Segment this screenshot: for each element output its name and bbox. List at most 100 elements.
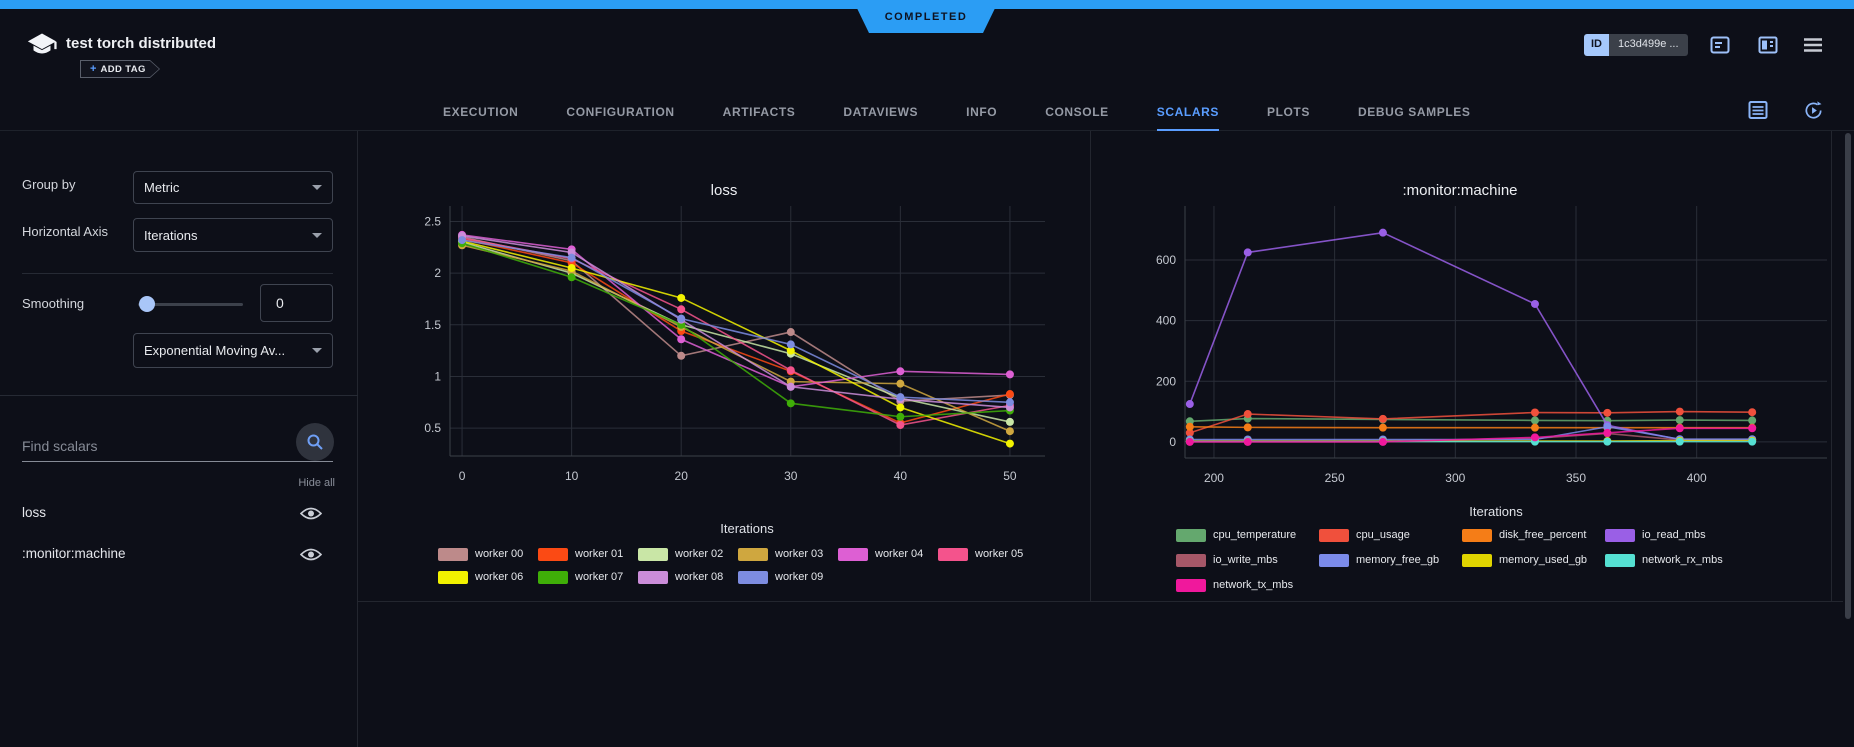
data-point[interactable] (896, 367, 905, 376)
legend-item-io_read_mbs[interactable]: io_read_mbs (1605, 528, 1748, 542)
legend-item-worker-07[interactable]: worker 07 (538, 570, 638, 584)
legend-item-memory_free_gb[interactable]: memory_free_gb (1319, 553, 1462, 567)
experiment-id-chip[interactable]: ID 1c3d499e ... (1584, 34, 1688, 56)
legend-item-worker-06[interactable]: worker 06 (438, 570, 538, 584)
data-point[interactable] (1748, 424, 1757, 433)
legend-item-worker-05[interactable]: worker 05 (938, 547, 1038, 561)
legend-item-network_tx_mbs[interactable]: network_tx_mbs (1176, 578, 1319, 592)
tab-artifacts[interactable]: ARTIFACTS (722, 105, 796, 119)
data-point[interactable] (786, 340, 795, 349)
data-point[interactable] (567, 253, 576, 262)
legend-item-worker-09[interactable]: worker 09 (738, 570, 838, 584)
tab-configuration[interactable]: CONFIGURATION (566, 105, 675, 119)
tab-dataviews[interactable]: DATAVIEWS (843, 105, 919, 119)
smoothing-method-select[interactable]: Exponential Moving Av... (133, 333, 333, 368)
data-point[interactable] (1675, 416, 1684, 425)
legend-item-worker-04[interactable]: worker 04 (838, 547, 938, 561)
legend-item-cpu_temperature[interactable]: cpu_temperature (1176, 528, 1319, 542)
metrics-table-icon[interactable] (1748, 100, 1768, 120)
data-point[interactable] (1603, 428, 1612, 437)
tab-info[interactable]: INFO (966, 105, 998, 119)
data-point[interactable] (1005, 398, 1014, 407)
smoothing-slider-handle[interactable] (139, 296, 155, 312)
search-button[interactable] (296, 423, 334, 461)
data-point[interactable] (677, 335, 686, 344)
auto-refresh-icon[interactable] (1803, 100, 1824, 121)
data-point[interactable] (1005, 390, 1014, 399)
data-point[interactable] (896, 412, 905, 421)
legend-item-disk_free_percent[interactable]: disk_free_percent (1462, 528, 1605, 542)
find-scalars-input[interactable] (22, 430, 333, 462)
data-point[interactable] (1603, 408, 1612, 417)
tab-scalars[interactable]: SCALARS (1156, 97, 1219, 131)
data-point[interactable] (1530, 416, 1539, 425)
data-point[interactable] (786, 346, 795, 355)
data-point[interactable] (786, 399, 795, 408)
data-point[interactable] (896, 403, 905, 412)
data-point[interactable] (1378, 228, 1387, 237)
tab-debug-samples[interactable]: DEBUG SAMPLES (1357, 105, 1471, 119)
data-point[interactable] (1675, 437, 1684, 446)
data-point[interactable] (1378, 414, 1387, 423)
legend-item-memory_used_gb[interactable]: memory_used_gb (1462, 553, 1605, 567)
data-point[interactable] (1005, 370, 1014, 379)
data-point[interactable] (567, 273, 576, 282)
group-by-select[interactable]: Metric (133, 171, 333, 204)
data-point[interactable] (1185, 437, 1194, 446)
hide-all-link[interactable]: Hide all (298, 477, 335, 489)
visibility-eye-icon[interactable] (300, 506, 322, 521)
data-point[interactable] (786, 382, 795, 391)
data-point[interactable] (1243, 410, 1252, 419)
legend-item-worker-01[interactable]: worker 01 (538, 547, 638, 561)
data-point[interactable] (896, 393, 905, 402)
data-point[interactable] (677, 293, 686, 302)
tab-execution[interactable]: EXECUTION (443, 105, 519, 119)
data-point[interactable] (1243, 437, 1252, 446)
data-point[interactable] (1748, 408, 1757, 417)
smoothing-slider-track[interactable] (138, 303, 243, 306)
data-point[interactable] (1378, 423, 1387, 432)
data-point[interactable] (1005, 417, 1014, 426)
horizontal-axis-select[interactable]: Iterations (133, 218, 333, 252)
visibility-eye-icon[interactable] (300, 547, 322, 562)
data-point[interactable] (1748, 437, 1757, 446)
data-point[interactable] (677, 314, 686, 323)
legend-item-worker-00[interactable]: worker 00 (438, 547, 538, 561)
legend-item-worker-02[interactable]: worker 02 (638, 547, 738, 561)
loss-chart-canvas[interactable]: 0.5 1 1.5 2 2.5 0 10 20 30 40 50 (380, 148, 1070, 508)
data-point[interactable] (786, 366, 795, 375)
add-tag-button[interactable]: + ADD TAG (80, 60, 160, 78)
data-point[interactable] (1243, 248, 1252, 257)
legend-item-worker-08[interactable]: worker 08 (638, 570, 738, 584)
legend-item-cpu_usage[interactable]: cpu_usage (1319, 528, 1462, 542)
data-point[interactable] (1530, 423, 1539, 432)
tab-console[interactable]: CONSOLE (1045, 105, 1109, 119)
data-point[interactable] (1603, 437, 1612, 446)
data-point[interactable] (1530, 408, 1539, 417)
data-point[interactable] (1185, 422, 1194, 431)
data-point[interactable] (567, 263, 576, 272)
data-point[interactable] (677, 351, 686, 360)
tab-plots[interactable]: PLOTS (1266, 105, 1310, 119)
data-point[interactable] (677, 305, 686, 314)
legend-item-worker-03[interactable]: worker 03 (738, 547, 838, 561)
data-point[interactable] (786, 328, 795, 337)
legend-item-network_rx_mbs[interactable]: network_rx_mbs (1605, 553, 1748, 567)
data-point[interactable] (1603, 422, 1612, 431)
smoothing-value-input[interactable] (260, 284, 333, 322)
monitor-chart-canvas[interactable]: 0 200 400 600 200 250 300 350 400 (1100, 148, 1840, 508)
hamburger-menu-icon[interactable] (1802, 35, 1824, 55)
console-log-icon[interactable] (1710, 35, 1730, 55)
data-point[interactable] (1378, 437, 1387, 446)
data-point[interactable] (1005, 439, 1014, 448)
data-point[interactable] (1530, 433, 1539, 442)
data-point[interactable] (1675, 407, 1684, 416)
data-point[interactable] (1675, 424, 1684, 433)
data-point[interactable] (1005, 427, 1014, 436)
scrollbar[interactable] (1845, 133, 1851, 619)
data-point[interactable] (1530, 299, 1539, 308)
data-point[interactable] (1185, 400, 1194, 409)
legend-item-io_write_mbs[interactable]: io_write_mbs (1176, 553, 1319, 567)
data-point[interactable] (458, 236, 467, 245)
data-point[interactable] (896, 421, 905, 430)
